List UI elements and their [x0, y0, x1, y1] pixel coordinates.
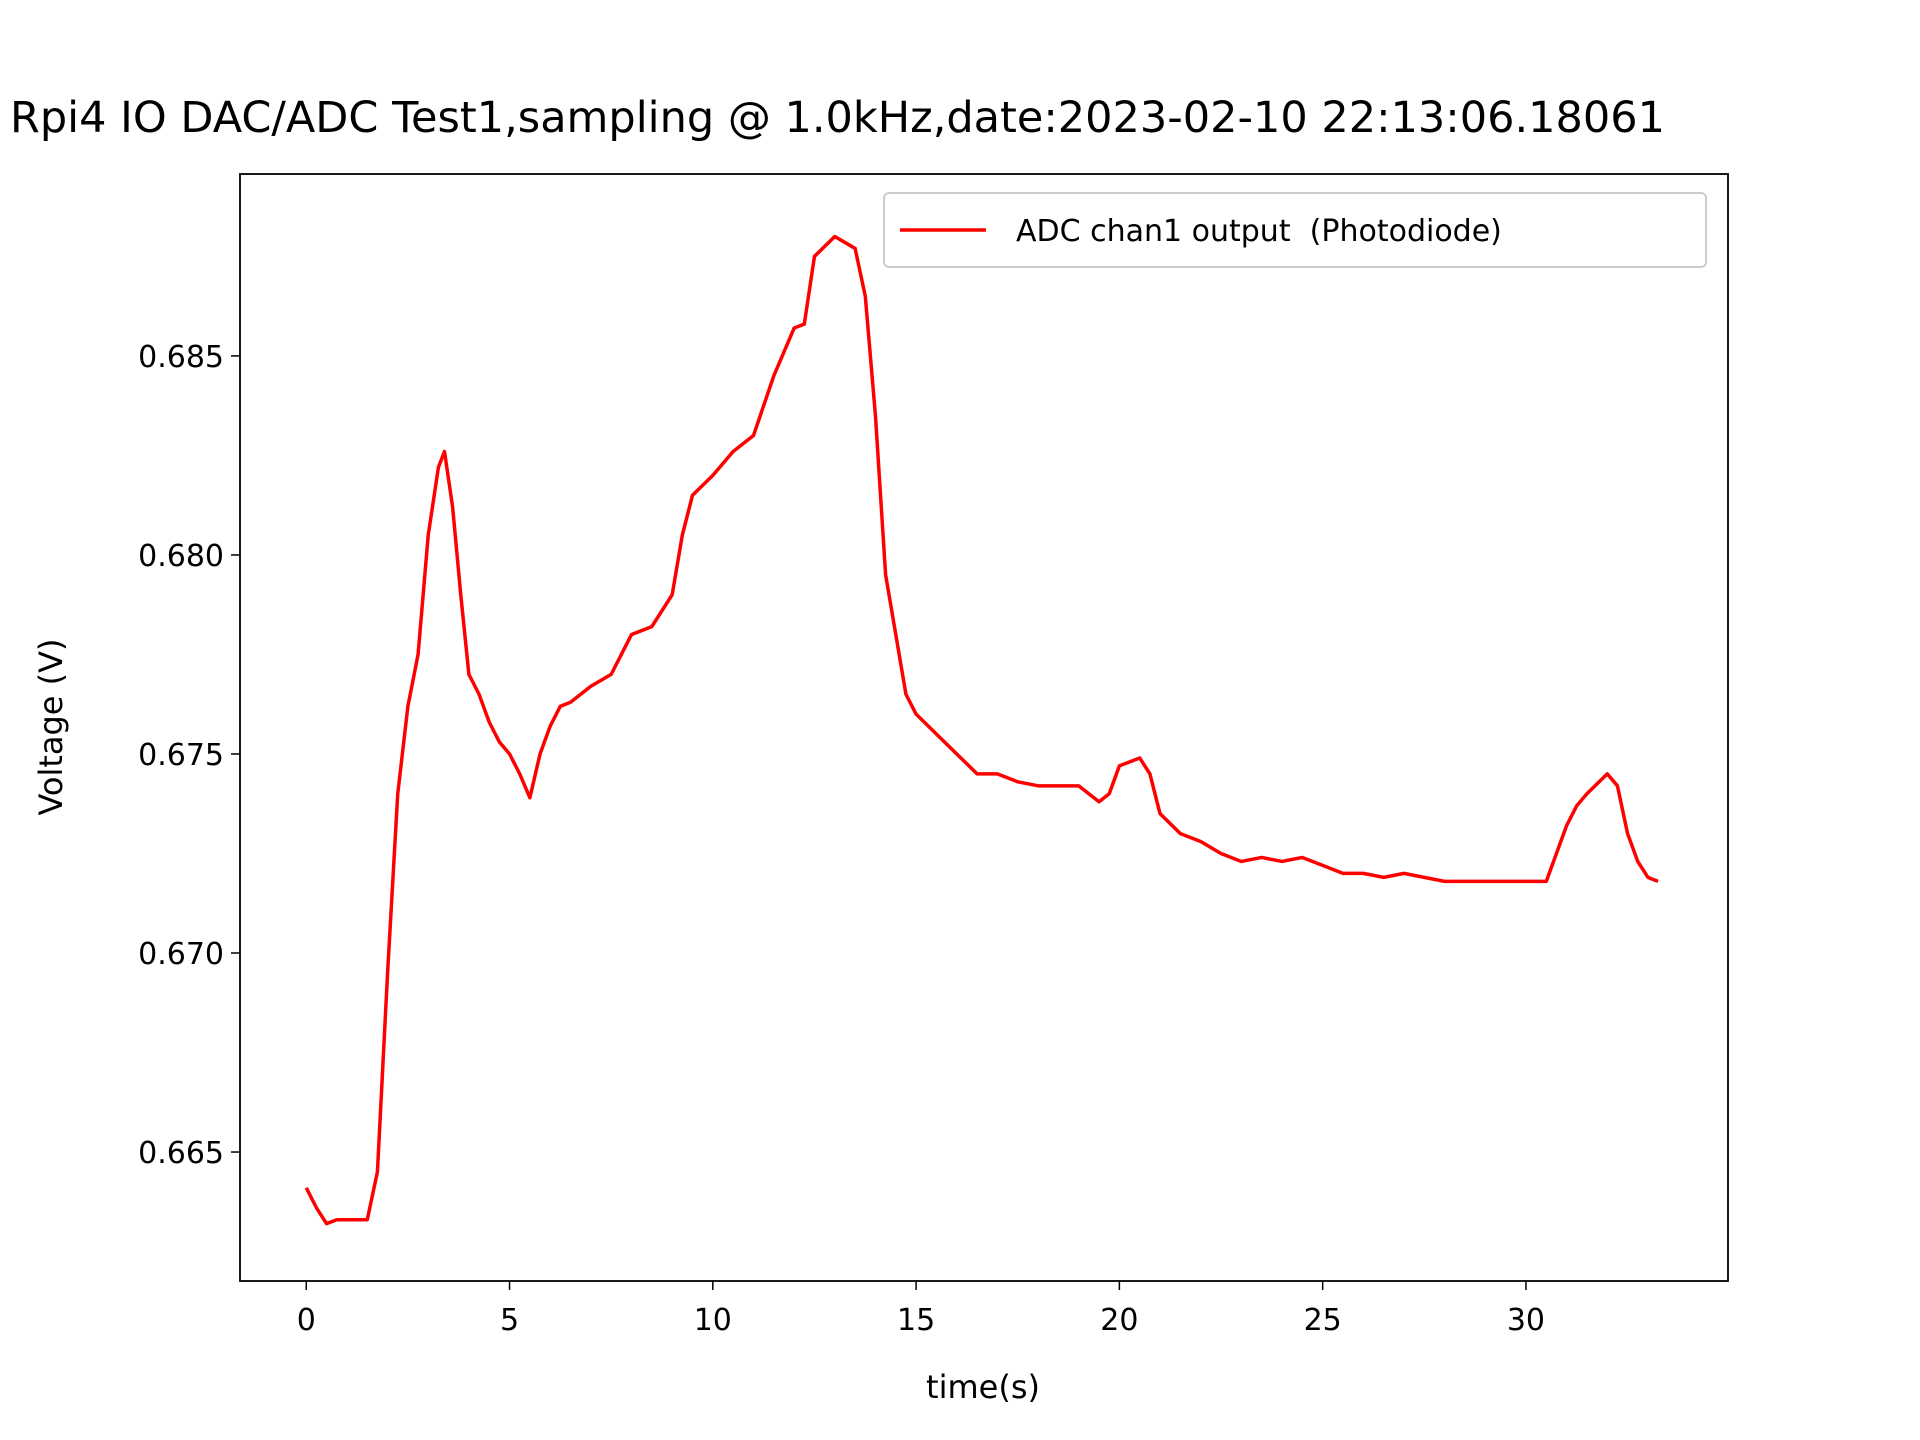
y-tick-label: 0.685 [138, 340, 224, 375]
y-axis-label: Voltage (V) [32, 638, 70, 815]
plot-frame [239, 173, 1729, 1282]
x-tick-label: 30 [1507, 1303, 1545, 1338]
y-tick-label: 0.680 [138, 539, 224, 574]
x-tick-label: 0 [297, 1303, 316, 1338]
x-tick-label: 20 [1100, 1303, 1138, 1338]
x-tick-label: 10 [694, 1303, 732, 1338]
chart-title: Rpi4 IO DAC/ADC Test1,sampling @ 1.0kHz,… [10, 93, 1665, 143]
y-tick-label: 0.670 [138, 937, 224, 972]
x-tick-label: 15 [897, 1303, 935, 1338]
x-tick-label: 25 [1304, 1303, 1342, 1338]
y-tick-label: 0.675 [138, 738, 224, 773]
legend-label: ADC chan1 output (Photodiode) [1016, 214, 1502, 249]
x-tick-label: 5 [500, 1303, 519, 1338]
y-tick-label: 0.665 [138, 1136, 224, 1171]
x-axis-label: time(s) [926, 1368, 1040, 1406]
data-line [304, 234, 1659, 1226]
legend-box [883, 192, 1707, 268]
